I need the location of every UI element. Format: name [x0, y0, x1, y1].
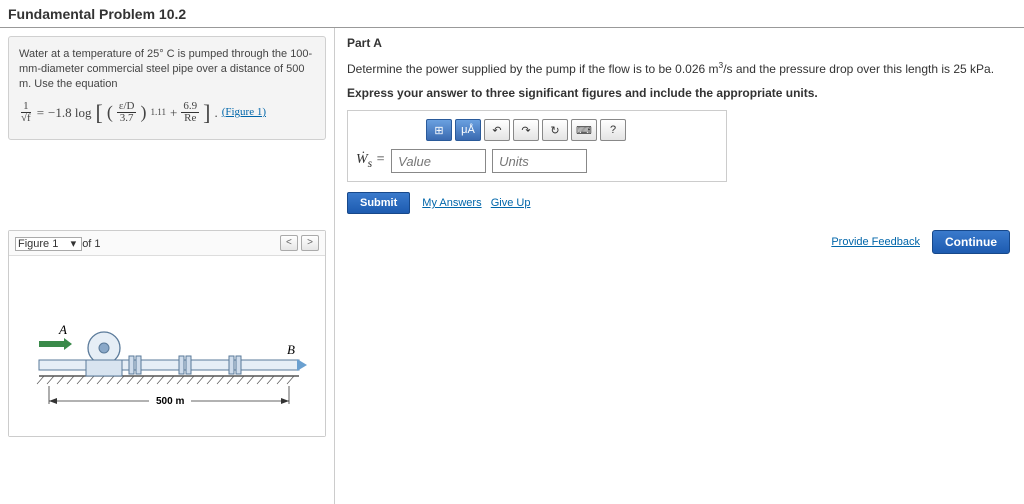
figure-next-button[interactable]: > — [301, 235, 319, 251]
answer-toolbar: ⊞ μÅ ↶ ↷ ↻ ⌨ ? — [426, 119, 718, 141]
give-up-link[interactable]: Give Up — [491, 197, 531, 209]
reset-button[interactable]: ↻ — [542, 119, 568, 141]
figure-link[interactable]: (Figure 1) — [222, 105, 266, 120]
figure-image: A B 500 m — [9, 256, 325, 436]
undo-button[interactable]: ↶ — [484, 119, 510, 141]
special-chars-button[interactable]: μÅ — [455, 119, 481, 141]
value-input[interactable] — [391, 149, 486, 173]
units-input[interactable] — [492, 149, 587, 173]
answer-box: ⊞ μÅ ↶ ↷ ↻ ⌨ ? Ẇs = — [347, 110, 727, 182]
figure-label-b: B — [287, 342, 295, 357]
figure-select[interactable]: Figure 1 ▾ — [15, 237, 82, 251]
figure-panel: Figure 1 ▾ of 1 < > — [8, 230, 326, 437]
figure-span: 500 m — [156, 396, 184, 407]
provide-feedback-link[interactable]: Provide Feedback — [831, 236, 920, 248]
figure-label-a: A — [58, 322, 67, 337]
redo-button[interactable]: ↷ — [513, 119, 539, 141]
equation: 1√f = −1.8 log [ ( ε/D3.7 ) 1.11 + 6.9Re… — [19, 98, 315, 128]
submit-button[interactable]: Submit — [347, 192, 410, 214]
keyboard-button[interactable]: ⌨ — [571, 119, 597, 141]
continue-button[interactable]: Continue — [932, 230, 1010, 254]
problem-text: Water at a temperature of 25° C is pumpe… — [19, 47, 315, 92]
part-a-title: Part A — [347, 36, 1012, 50]
answer-links: My Answers Give Up — [422, 197, 530, 209]
problem-title: Fundamental Problem 10.2 — [0, 0, 1024, 28]
help-button[interactable]: ? — [600, 119, 626, 141]
answer-lhs: Ẇs = — [356, 152, 385, 170]
figure-count: of 1 — [82, 238, 100, 250]
my-answers-link[interactable]: My Answers — [422, 197, 481, 209]
part-a-prompt: Determine the power supplied by the pump… — [347, 60, 1012, 76]
templates-button[interactable]: ⊞ — [426, 119, 452, 141]
problem-statement: Water at a temperature of 25° C is pumpe… — [8, 36, 326, 140]
figure-prev-button[interactable]: < — [280, 235, 298, 251]
part-a-instruction: Express your answer to three significant… — [347, 86, 1012, 100]
